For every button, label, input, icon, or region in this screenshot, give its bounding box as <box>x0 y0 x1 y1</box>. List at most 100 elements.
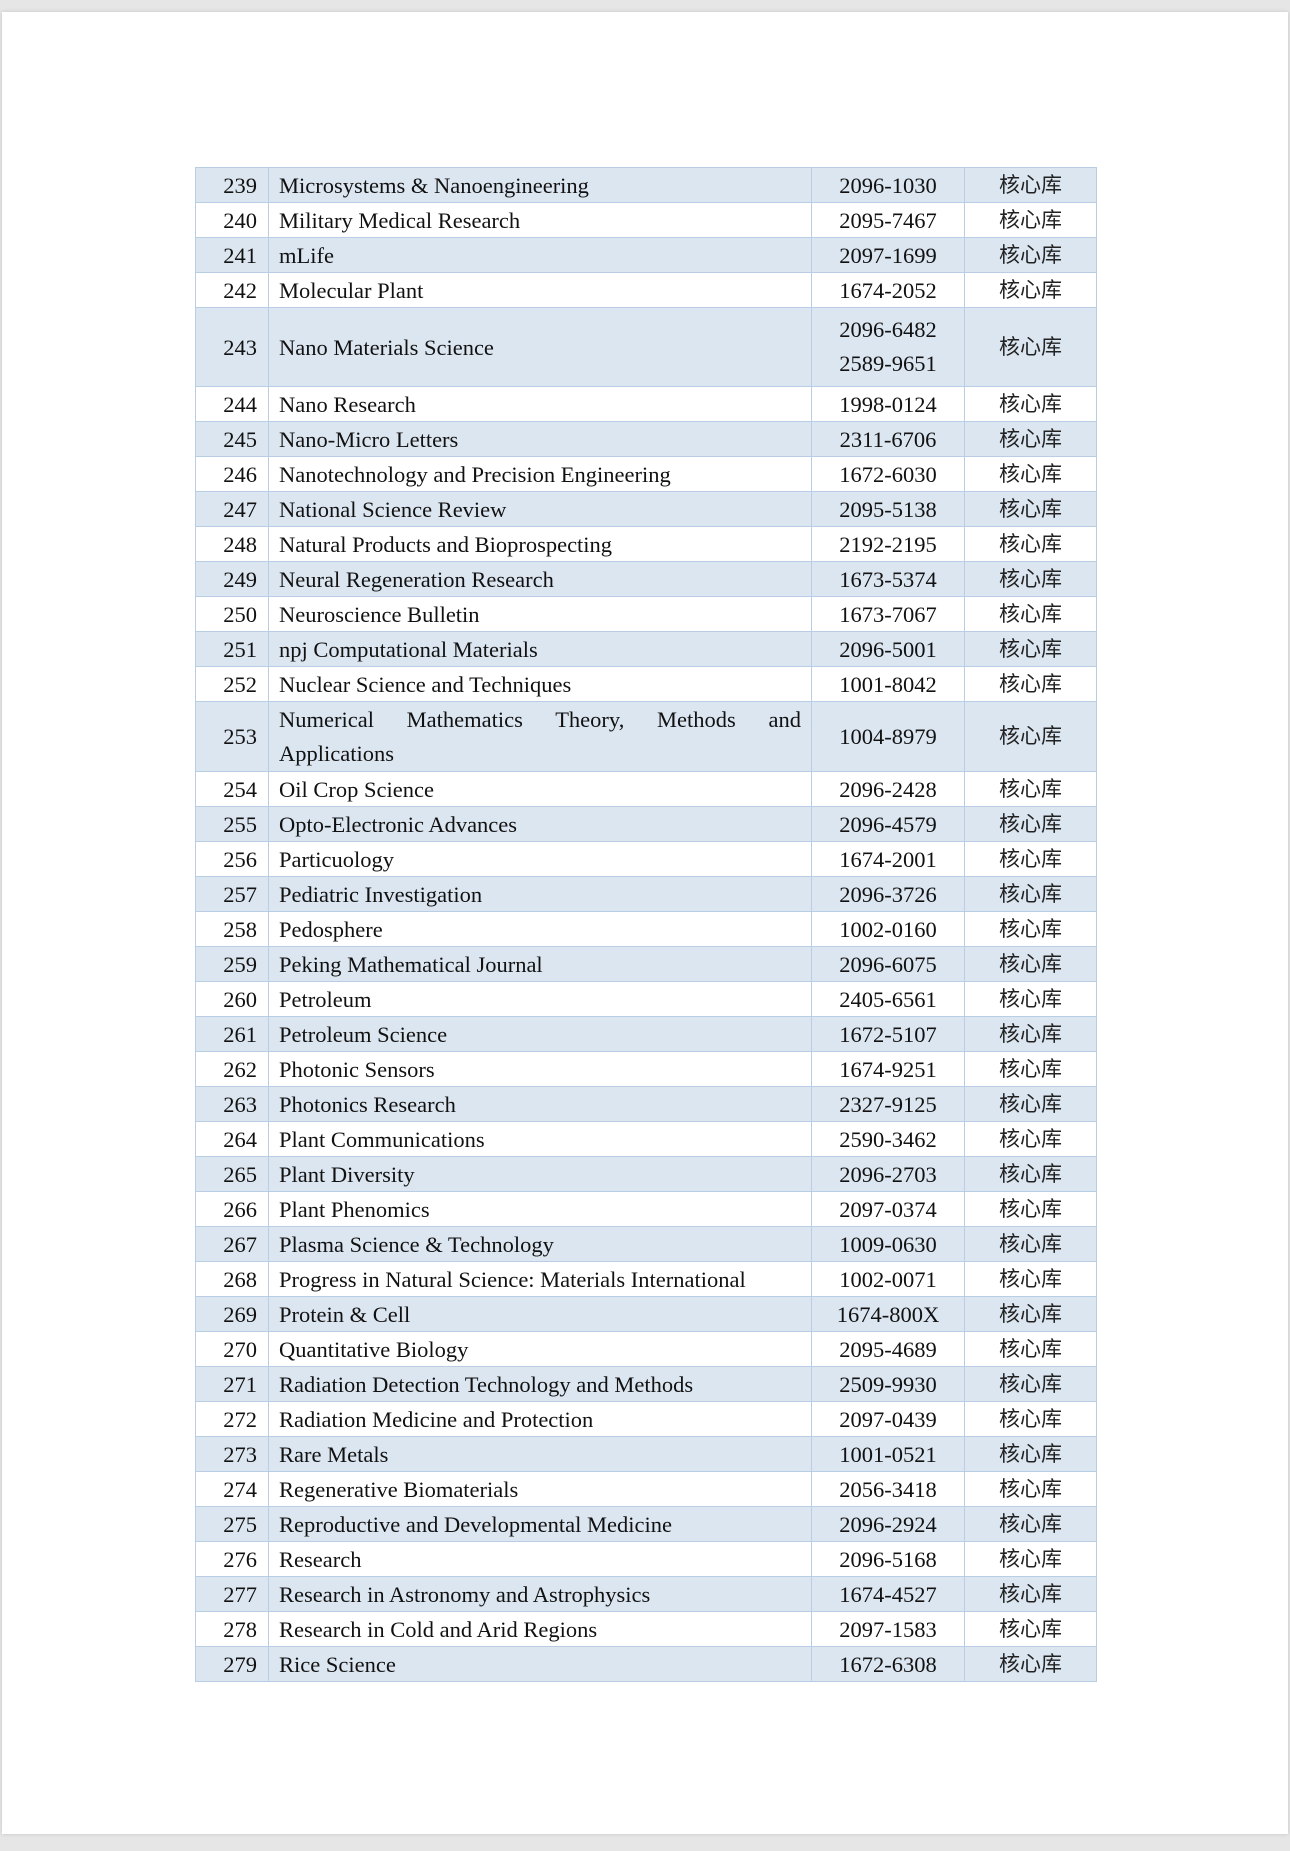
journal-name: Progress in Natural Science: Materials I… <box>268 1261 812 1297</box>
category: 核心库 <box>964 1086 1097 1122</box>
issn-cell: 1002-0160 <box>811 911 965 947</box>
row-number: 254 <box>195 771 269 807</box>
issn-cell: 1673-5374 <box>811 561 965 597</box>
row-number: 278 <box>195 1611 269 1647</box>
row-number: 244 <box>195 386 269 422</box>
row-number: 262 <box>195 1051 269 1087</box>
row-number: 241 <box>195 237 269 273</box>
issn: 2311-6706 <box>839 426 937 452</box>
document-page: 239 Microsystems & Nanoengineering 2096-10… <box>2 12 1288 1834</box>
issn: 1002-0160 <box>839 916 937 942</box>
row-number: 258 <box>195 911 269 947</box>
category: 核心库 <box>964 1401 1097 1437</box>
category: 核心库 <box>964 1611 1097 1647</box>
issn-cell: 2096-1030 <box>811 167 965 203</box>
category: 核心库 <box>964 1366 1097 1402</box>
category: 核心库 <box>964 526 1097 562</box>
table-row: 275 Reproductive and Developmental Medici… <box>195 1506 1097 1542</box>
issn-cell: 2097-1583 <box>811 1611 965 1647</box>
table-row: 250 Neuroscience Bulletin 1673-7067 核心库 <box>195 596 1097 632</box>
issn: 1998-0124 <box>839 391 937 417</box>
category: 核心库 <box>964 386 1097 422</box>
issn-cell: 2097-1699 <box>811 237 965 273</box>
journal-name: Petroleum Science <box>268 1016 812 1052</box>
issn: 2097-1583 <box>839 1616 937 1642</box>
issn: 1672-6030 <box>839 461 937 487</box>
issn: 2096-2428 <box>839 776 937 802</box>
issn: 2096-2703 <box>839 1161 937 1187</box>
journal-name: Photonic Sensors <box>268 1051 812 1087</box>
category: 核心库 <box>964 202 1097 238</box>
category: 核心库 <box>964 596 1097 632</box>
journal-name: npj Computational Materials <box>268 631 812 667</box>
table-row: 270 Quantitative Biology 2095-4689 核心库 <box>195 1331 1097 1367</box>
category: 核心库 <box>964 237 1097 273</box>
issn-cell: 2096-6075 <box>811 946 965 982</box>
journal-name: Rare Metals <box>268 1436 812 1472</box>
table-row: 260 Petroleum 2405-6561 核心库 <box>195 981 1097 1017</box>
table-row: 273 Rare Metals 1001-0521 核心库 <box>195 1436 1097 1472</box>
table-row: 277 Research in Astronomy and Astrophysic… <box>195 1576 1097 1612</box>
category: 核心库 <box>964 1051 1097 1087</box>
category: 核心库 <box>964 1541 1097 1577</box>
table-row: 240 Military Medical Research 2095-7467 核心库 <box>195 202 1097 238</box>
issn-cell: 2096-5168 <box>811 1541 965 1577</box>
category: 核心库 <box>964 1646 1097 1682</box>
journal-name: Natural Products and Bioprospecting <box>268 526 812 562</box>
issn-cell: 1672-6030 <box>811 456 965 492</box>
issn: 2096-4579 <box>839 811 937 837</box>
journal-name: Radiation Detection Technology and Metho… <box>268 1366 812 1402</box>
category: 核心库 <box>964 1576 1097 1612</box>
row-number: 268 <box>195 1261 269 1297</box>
issn-cell: 1002-0071 <box>811 1261 965 1297</box>
table-row: 248 Natural Products and Bioprospecting 21… <box>195 526 1097 562</box>
row-number: 264 <box>195 1121 269 1157</box>
journal-name: Microsystems & Nanoengineering <box>268 167 812 203</box>
journal-name: mLife <box>268 237 812 273</box>
issn-cell: 2096-3726 <box>811 876 965 912</box>
issn-cell: 1001-8042 <box>811 666 965 702</box>
journal-name: Nano Research <box>268 386 812 422</box>
journal-name: Nano-Micro Letters <box>268 421 812 457</box>
row-number: 275 <box>195 1506 269 1542</box>
category: 核心库 <box>964 1506 1097 1542</box>
issn: 1674-2052 <box>839 277 937 303</box>
issn: 1673-7067 <box>839 601 937 627</box>
table-row: 272 Radiation Medicine and Protection 2097… <box>195 1401 1097 1437</box>
table-row: 241 mLife 2097-1699 核心库 <box>195 237 1097 273</box>
issn-cell: 2095-7467 <box>811 202 965 238</box>
table-row: 251 npj Computational Materials 2096-5001 核… <box>195 631 1097 667</box>
row-number: 253 <box>195 701 269 772</box>
table-row: 279 Rice Science 1672-6308 核心库 <box>195 1646 1097 1682</box>
row-number: 257 <box>195 876 269 912</box>
row-number: 272 <box>195 1401 269 1437</box>
issn-cell: 1674-2001 <box>811 841 965 877</box>
issn-cell: 2097-0439 <box>811 1401 965 1437</box>
issn: 1002-0071 <box>839 1266 937 1292</box>
table-row: 257 Pediatric Investigation 2096-3726 核心库 <box>195 876 1097 912</box>
issn: 1674-9251 <box>839 1056 937 1082</box>
issn-cell: 2056-3418 <box>811 1471 965 1507</box>
journal-name: Pedosphere <box>268 911 812 947</box>
category: 核心库 <box>964 1471 1097 1507</box>
category: 核心库 <box>964 666 1097 702</box>
category: 核心库 <box>964 1226 1097 1262</box>
issn: 1009-0630 <box>839 1231 937 1257</box>
category: 核心库 <box>964 1436 1097 1472</box>
journal-name: Nanotechnology and Precision Engineering <box>268 456 812 492</box>
issn: 2097-1699 <box>839 242 937 268</box>
journal-name: Military Medical Research <box>268 202 812 238</box>
journal-name: Nano Materials Science <box>268 307 812 387</box>
category: 核心库 <box>964 456 1097 492</box>
issn: 2509-9930 <box>839 1371 937 1397</box>
issn-cell: 1674-800X <box>811 1296 965 1332</box>
issn: 1674-2001 <box>839 846 937 872</box>
issn-cell: 1674-2052 <box>811 272 965 308</box>
row-number: 263 <box>195 1086 269 1122</box>
table-row: 252 Nuclear Science and Techniques 1001-80… <box>195 666 1097 702</box>
issn-cell: 2590-3462 <box>811 1121 965 1157</box>
journal-name: Particuology <box>268 841 812 877</box>
category: 核心库 <box>964 806 1097 842</box>
table-row: 271 Radiation Detection Technology and Me… <box>195 1366 1097 1402</box>
table-row: 262 Photonic Sensors 1674-9251 核心库 <box>195 1051 1097 1087</box>
